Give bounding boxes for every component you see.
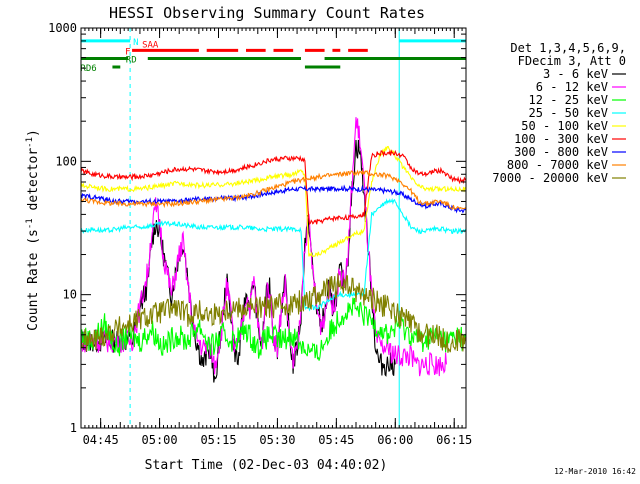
legend-label-4: 50 - 100 keV — [521, 119, 608, 133]
series-line-1 — [81, 117, 447, 377]
y-axis-title-mid: detector — [26, 148, 41, 219]
flag-label-flare: F — [125, 47, 130, 57]
x-axis-title: Start Time (02-Dec-03 04:40:02) — [145, 458, 388, 473]
series-line-2 — [81, 297, 466, 361]
legend-label-3: 25 - 50 keV — [529, 106, 608, 120]
x-tick-label-0: 04:45 — [83, 433, 119, 447]
x-tick-label-5: 06:00 — [377, 433, 413, 447]
series-line-3 — [81, 197, 466, 312]
series-line-5 — [81, 149, 466, 225]
y-axis-title-sup2: -1 — [25, 137, 35, 148]
legend-label-7: 800 - 7000 keV — [507, 158, 608, 172]
flag-label-saa: SAA — [142, 40, 159, 50]
flag-label-night: N — [133, 38, 138, 48]
flag-label-rd-alt: RD6 — [80, 64, 96, 74]
y-tick-label-0: 1 — [70, 421, 77, 435]
legend-label-0: 3 - 6 keV — [543, 67, 608, 81]
series-line-7 — [81, 169, 466, 211]
x-tick-label-3: 05:30 — [259, 433, 295, 447]
series-line-6 — [81, 184, 466, 214]
footer-date: 12-Mar-2010 16:42 — [554, 467, 636, 476]
y-tick-label-2: 100 — [55, 154, 77, 168]
x-tick-label-1: 05:00 — [142, 433, 178, 447]
legend-label-5: 100 - 300 keV — [514, 132, 608, 146]
x-tick-label-2: 05:15 — [200, 433, 236, 447]
flag-label-rd: RD — [126, 56, 137, 66]
legend-header-line-2: FDecim 3, Att 0 — [518, 54, 626, 68]
legend-header-line-1: Det 1,3,4,5,6,9, — [510, 41, 626, 55]
legend: Det 1,3,4,5,6,9, FDecim 3, Att 0 3 - 6 k… — [492, 41, 626, 185]
series-group — [81, 117, 466, 383]
x-tick-label-6: 06:15 — [436, 433, 472, 447]
y-axis-title-main: Count Rate (s — [26, 229, 41, 331]
y-axis-title-end: ) — [26, 129, 41, 137]
legend-label-2: 12 - 25 keV — [529, 93, 608, 107]
y-axis-title: Count Rate (s-1 detector-1) — [25, 129, 41, 331]
y-axis-title-sup1: -1 — [25, 218, 35, 229]
x-tick-label-4: 05:45 — [318, 433, 354, 447]
legend-label-8: 7000 - 20000 keV — [492, 171, 608, 185]
legend-label-1: 6 - 12 keV — [536, 80, 608, 94]
y-tick-label-3: 1000 — [48, 21, 77, 35]
series-line-8 — [81, 273, 466, 353]
series-line-4 — [81, 145, 466, 258]
y-tick-label-1: 10 — [63, 288, 77, 302]
chart-title: HESSI Observing Summary Count Rates — [109, 4, 425, 22]
legend-label-6: 300 - 800 keV — [514, 145, 608, 159]
